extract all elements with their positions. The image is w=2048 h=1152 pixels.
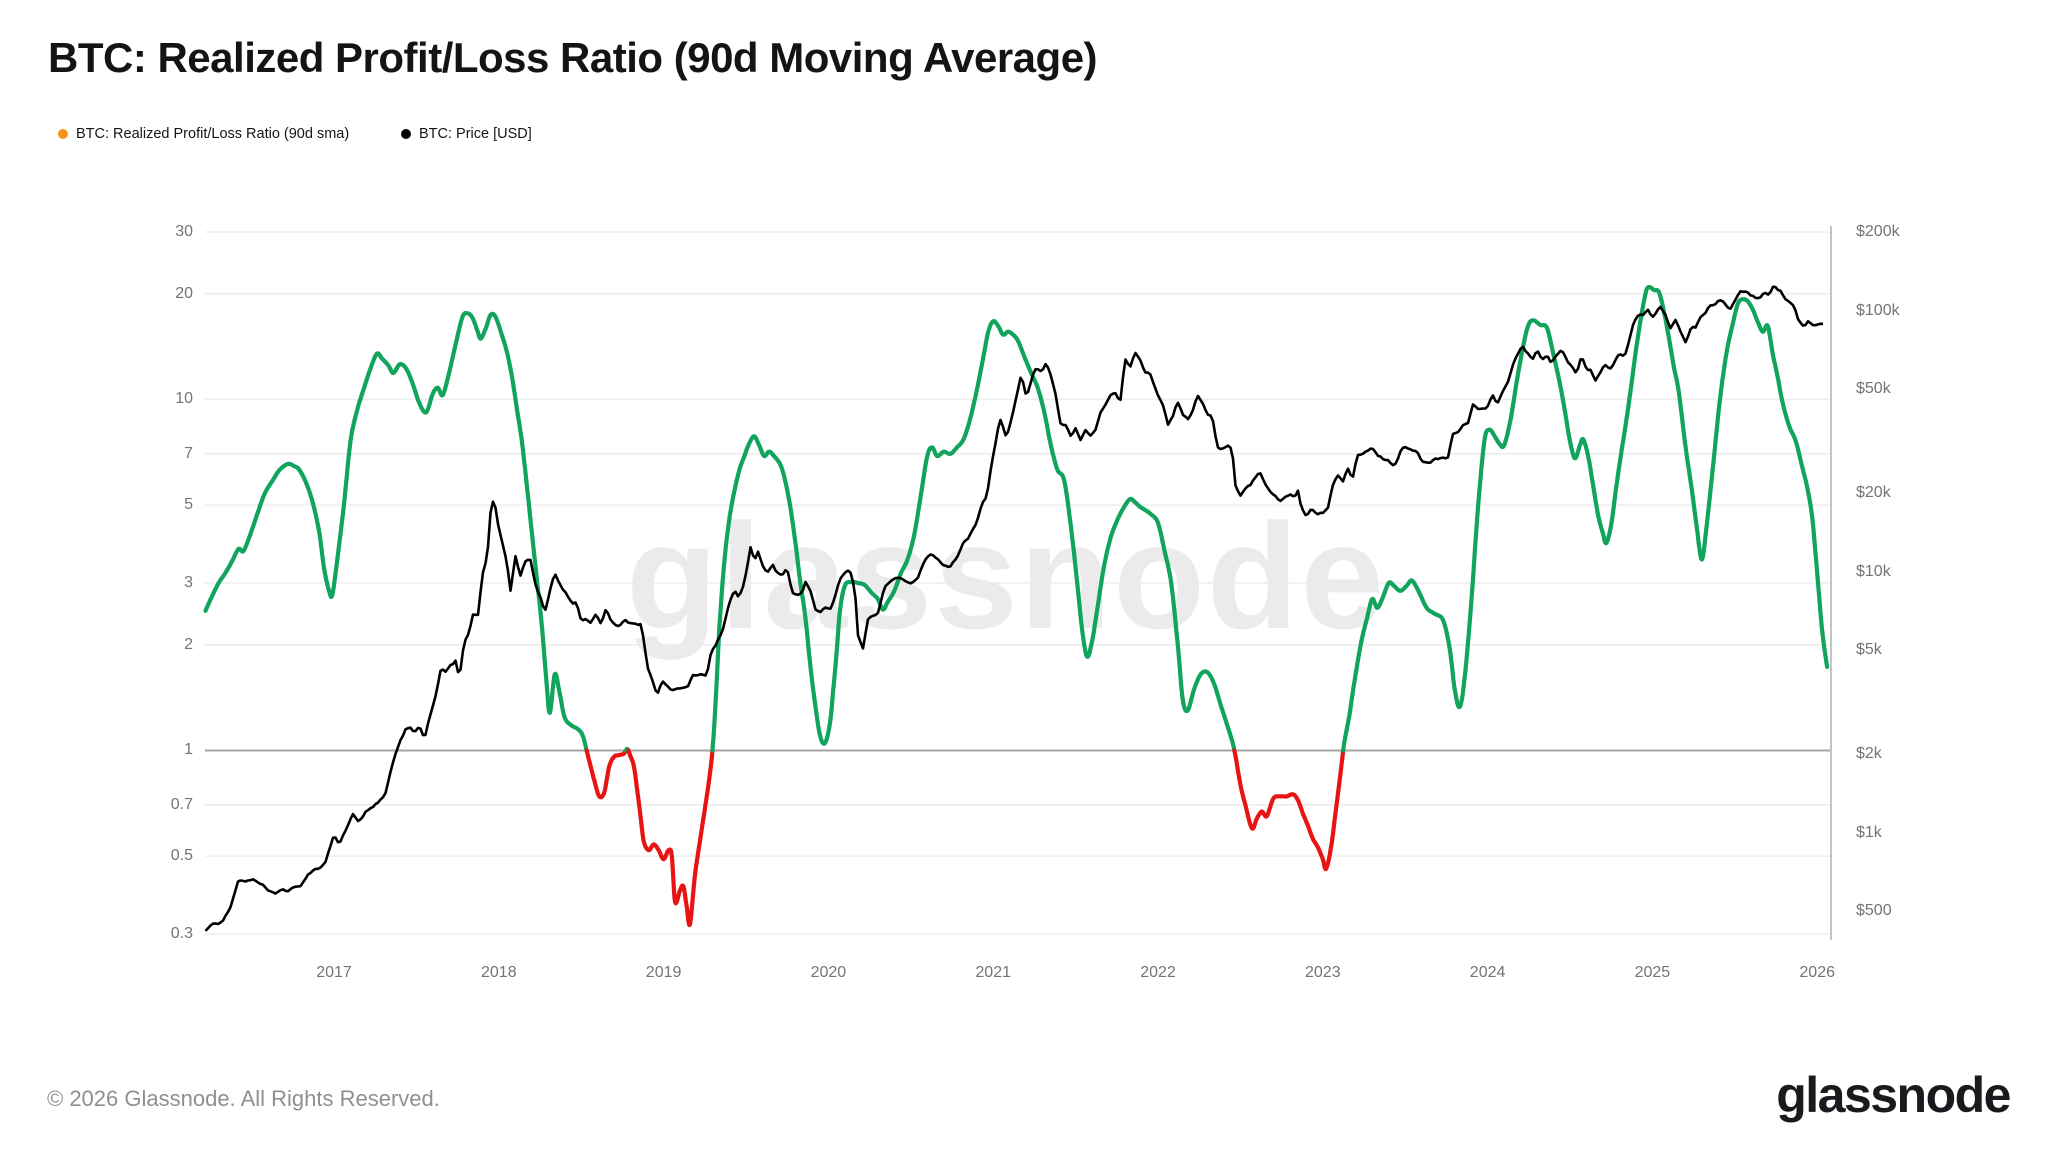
x-year-tick-label: 2018: [481, 964, 517, 981]
y-right-tick-label: $1k: [1856, 823, 1882, 841]
y-left-tick-label: 5: [184, 496, 193, 514]
y-right-tick-label: $20k: [1856, 484, 1891, 501]
price-series-dot-icon: [401, 129, 411, 139]
y-right-tick-label: $10k: [1856, 562, 1891, 580]
ratio-line-green[interactable]: [203, 310, 589, 753]
y-left-tick-label: 2: [184, 635, 193, 653]
legend-label-ratio: BTC: Realized Profit/Loss Ratio (90d sma…: [76, 126, 350, 142]
ratio-line-red[interactable]: [626, 748, 715, 928]
page-title: BTC: Realized Profit/Loss Ratio (90d Mov…: [48, 34, 1098, 81]
y-left-tick-label: 0.5: [170, 847, 193, 865]
y-right-tick-label: $200k: [1856, 223, 1900, 240]
ratio-series-dot-icon: [58, 129, 68, 139]
ratio-line-green[interactable]: [1341, 285, 1830, 753]
y-left-tick-label: 30: [175, 223, 193, 240]
y-left-tick-label: 3: [184, 574, 193, 591]
legend-label-price: BTC: Price [USD]: [419, 126, 532, 142]
x-year-tick-label: 2017: [316, 964, 352, 981]
glassnode-watermark: glassnode: [626, 492, 1386, 660]
footer: © 2026 Glassnode. All Rights Reserved. g…: [0, 1062, 2048, 1132]
y-left-tick-label: 7: [184, 444, 193, 462]
y-left-tick-label: 1: [184, 741, 193, 759]
x-year-tick-label: 2025: [1634, 964, 1671, 981]
x-year-tick-label: 2024: [1469, 964, 1506, 981]
price-line[interactable]: [204, 285, 1824, 932]
x-year-tick-label: 2022: [1140, 964, 1176, 981]
x-year-tick-label: 2026: [1799, 964, 1835, 981]
x-year-tick-label: 2023: [1305, 964, 1341, 981]
legend-item-price[interactable]: BTC: Price [USD]: [401, 126, 532, 142]
glassnode-logo: glassnode: [1776, 1067, 2011, 1123]
legend-item-ratio[interactable]: BTC: Realized Profit/Loss Ratio (90d sma…: [58, 126, 349, 142]
ratio-line-red[interactable]: [584, 748, 628, 800]
x-year-tick-label: 2019: [645, 964, 682, 981]
y-right-tick-label: $100k: [1856, 301, 1900, 319]
y-left-tick-label: 10: [175, 390, 193, 408]
copyright-text: © 2026 Glassnode. All Rights Reserved.: [47, 1086, 440, 1111]
x-year-tick-label: 2021: [975, 964, 1011, 981]
x-year-tick-label: 2020: [810, 964, 847, 981]
y-right-tick-label: $500: [1856, 902, 1892, 920]
ratio-line-green[interactable]: [710, 319, 1237, 753]
y-left-tick-label: 0.3: [170, 925, 193, 942]
ratio-line-red[interactable]: [1232, 748, 1346, 872]
y-left-tick-label: 20: [175, 284, 193, 302]
y-right-tick-label: $5k: [1856, 641, 1882, 659]
y-left-tick-label: 0.7: [170, 795, 193, 813]
y-right-tick-label: $2k: [1856, 745, 1882, 762]
y-right-tick-label: $50k: [1856, 380, 1891, 398]
